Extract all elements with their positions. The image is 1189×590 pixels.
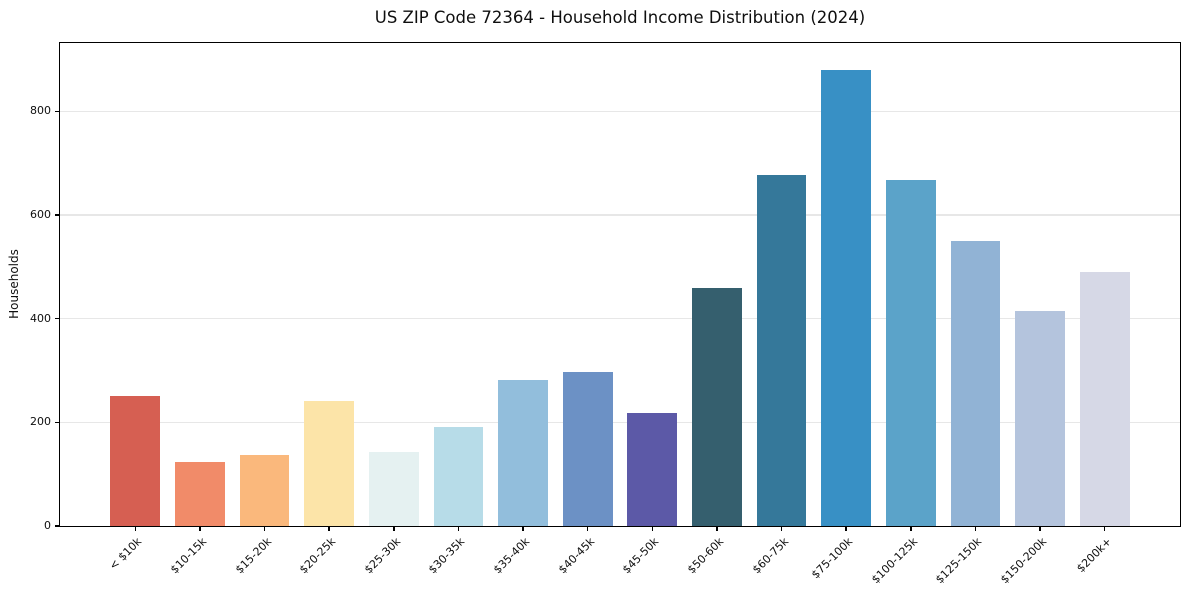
- y-tick-mark: [55, 525, 60, 527]
- x-tick-label: $30-35k: [426, 535, 468, 577]
- x-tick-mark: [1039, 526, 1041, 531]
- x-tick-mark: [134, 526, 137, 531]
- y-tick-mark: [55, 110, 60, 113]
- gridline-y600: [60, 214, 1180, 216]
- x-tick-label: < $10k: [106, 535, 145, 573]
- bar-slot: $15-20k: [232, 43, 297, 576]
- x-tick-mark: [1103, 526, 1106, 531]
- bar-slot: $40-45k: [555, 43, 620, 576]
- x-tick-label: $40-45k: [555, 535, 597, 577]
- bar-$40-45k: [562, 372, 613, 526]
- bar-slot: $50-60k: [685, 43, 750, 576]
- x-tick-mark: [263, 526, 266, 531]
- bar-$15-20k: [239, 455, 290, 526]
- bar-$20-25k: [304, 401, 355, 526]
- chart-title: US ZIP Code 72364 - Household Income Dis…: [374, 8, 866, 27]
- bar-slot: < $10k: [103, 43, 168, 573]
- x-tick-mark: [586, 526, 589, 531]
- x-tick-label: $100-125k: [868, 535, 921, 587]
- bar-$100-125k: [885, 179, 936, 526]
- bar-$75-100k: [821, 69, 872, 526]
- x-tick-mark: [199, 526, 201, 531]
- bar-$125-150k: [950, 240, 1001, 526]
- x-tick-mark: [457, 526, 460, 531]
- x-tick-label: $75-100k: [809, 535, 856, 582]
- bar-$200k+: [1079, 271, 1130, 526]
- y-tick-label: 400: [30, 311, 51, 325]
- bar-slot: $100-125k: [869, 43, 944, 586]
- x-tick-label: $200k+: [1073, 535, 1114, 576]
- x-tick-mark: [393, 526, 395, 531]
- bar-slot: $30-35k: [426, 43, 491, 576]
- y-tick-label: 600: [30, 208, 51, 222]
- bar-slot: $75-100k: [809, 43, 879, 581]
- gridline-y800: [60, 110, 1180, 113]
- x-tick-label: $50-60k: [684, 535, 727, 577]
- x-tick-label: $15-20k: [232, 535, 274, 577]
- y-tick-label: 200: [30, 415, 51, 429]
- x-tick-mark: [845, 526, 847, 531]
- gridline-y400: [60, 318, 1180, 320]
- bar-< $10k: [110, 396, 161, 526]
- x-tick-mark: [328, 526, 330, 531]
- x-tick-mark: [780, 526, 783, 531]
- bar-$60-75k: [756, 175, 807, 526]
- bar-$45-50k: [627, 412, 678, 526]
- x-tick-label: $20-25k: [297, 535, 339, 577]
- y-tick-label: 800: [30, 104, 51, 118]
- bar-slot: $45-50k: [620, 43, 685, 576]
- bars-container: < $10k $10-15k $15-20k $20-25k $25-30k $30-35…: [60, 43, 1180, 586]
- bar-slot: $200k+: [1072, 43, 1137, 575]
- y-tick-mark: [55, 421, 60, 424]
- bar-slot: $25-30k: [362, 43, 427, 576]
- x-tick-mark: [522, 526, 524, 531]
- bar-$10-15k: [175, 461, 225, 526]
- bar-slot: $35-40k: [491, 43, 556, 576]
- x-tick-mark: [651, 526, 654, 531]
- y-tick-mark: [55, 317, 60, 320]
- bar-slot: $150-200k: [998, 43, 1073, 586]
- gridline-y200: [60, 421, 1180, 424]
- bar-slot: $60-75k: [749, 43, 814, 576]
- bar-slot: $125-150k: [933, 43, 1008, 586]
- x-tick-label: $125-150k: [933, 535, 985, 587]
- bar-$150-200k: [1015, 311, 1065, 526]
- x-tick-label: $25-30k: [361, 535, 404, 577]
- bar-$35-40k: [498, 380, 548, 526]
- y-axis-label: Households: [7, 249, 21, 319]
- y-tick-mark: [55, 214, 60, 216]
- x-tick-label: $60-75k: [749, 535, 791, 577]
- bar-$30-35k: [433, 426, 484, 526]
- x-tick-mark: [716, 526, 718, 531]
- x-tick-mark: [974, 526, 977, 531]
- bar-$50-60k: [692, 288, 742, 526]
- x-tick-label: $150-200k: [998, 535, 1050, 587]
- x-tick-mark: [910, 526, 912, 531]
- bar-$25-30k: [368, 452, 419, 526]
- x-tick-label: $35-40k: [490, 535, 533, 577]
- bar-slot: $10-15k: [168, 43, 233, 576]
- bar-slot: $20-25k: [297, 43, 362, 576]
- x-tick-label: $10-15k: [167, 535, 210, 577]
- plot-area: 0 200 400 600 800 < $10k $10-15k $15-20k $20-25…: [30, 42, 1181, 586]
- x-tick-label: $45-50k: [620, 535, 662, 577]
- y-tick-label: 0: [44, 519, 51, 532]
